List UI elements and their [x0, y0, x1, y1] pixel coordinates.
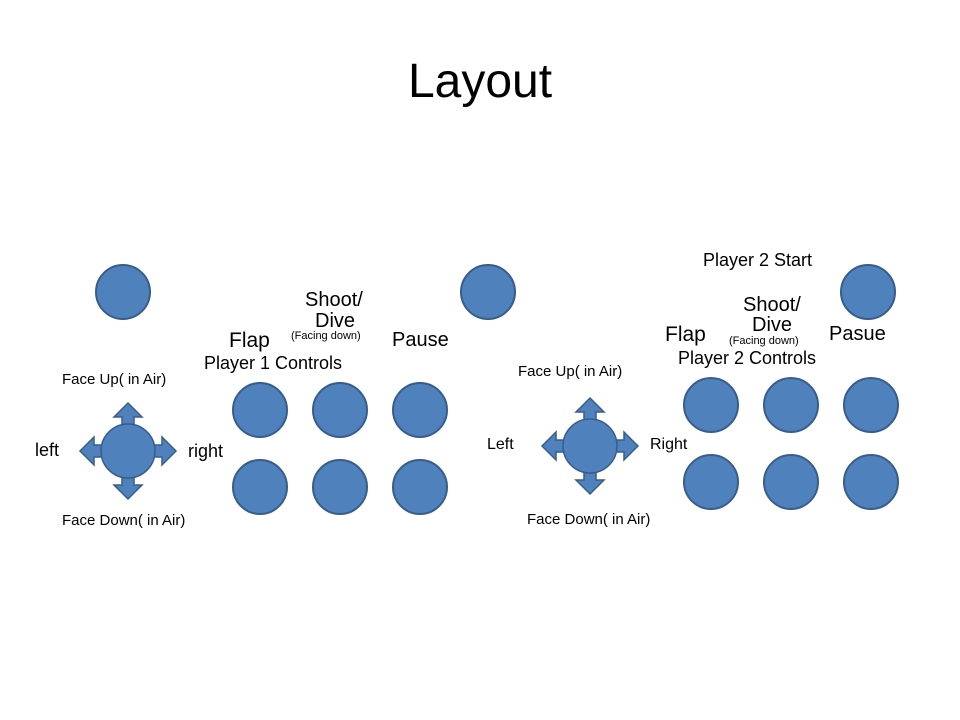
p2-button-4[interactable]: [683, 454, 739, 510]
p1-dive-label: Dive: [315, 310, 356, 332]
p1-button-4[interactable]: [232, 459, 288, 515]
p1-pause-button[interactable]: [392, 382, 448, 438]
p2-left-label: Left: [487, 436, 514, 453]
p1-extra-button[interactable]: [95, 264, 151, 320]
p2-button-6[interactable]: [843, 454, 899, 510]
p2-face-up-label: Face Up( in Air): [518, 363, 623, 380]
p2-flap-label: Flap: [665, 323, 706, 346]
p2-shoot-label: Shoot/: [743, 294, 801, 316]
p1-flap-label: Flap: [229, 329, 270, 352]
p1-start-button[interactable]: [460, 264, 516, 320]
p1-shoot-label: Shoot/: [305, 289, 363, 311]
p2-start-label: Player 2 Start: [703, 250, 813, 270]
p1-dpad[interactable]: [78, 401, 178, 501]
page-title: Layout: [407, 55, 553, 108]
dpad-arrows-icon: [78, 401, 178, 501]
p1-flap-button[interactable]: [232, 382, 288, 438]
p1-right-label: right: [188, 441, 224, 461]
p2-dpad[interactable]: [540, 396, 640, 496]
p1-left-label: left: [35, 440, 60, 460]
p1-facing-down-label: (Facing down): [291, 330, 361, 342]
p2-facing-down-label: (Facing down): [729, 335, 799, 347]
p2-start-button[interactable]: [840, 264, 896, 320]
p2-pause-label: Pasue: [829, 323, 886, 345]
p2-dive-label: Dive: [752, 314, 793, 336]
p1-face-up-label: Face Up( in Air): [62, 371, 167, 388]
p1-face-down-label: Face Down( in Air): [62, 512, 186, 529]
p1-button-5[interactable]: [312, 459, 368, 515]
p2-right-label: Right: [650, 436, 688, 453]
p2-controls-label: Player 2 Controls: [678, 348, 817, 368]
p2-button-5[interactable]: [763, 454, 819, 510]
p2-pause-button[interactable]: [843, 377, 899, 433]
p2-face-down-label: Face Down( in Air): [527, 511, 651, 528]
p1-shoot-button[interactable]: [312, 382, 368, 438]
p2-shoot-button[interactable]: [763, 377, 819, 433]
p2-flap-button[interactable]: [683, 377, 739, 433]
p1-controls-label: Player 1 Controls: [204, 353, 343, 373]
p1-pause-label: Pause: [392, 329, 449, 351]
dpad-arrows-icon: [540, 396, 640, 496]
p1-button-6[interactable]: [392, 459, 448, 515]
